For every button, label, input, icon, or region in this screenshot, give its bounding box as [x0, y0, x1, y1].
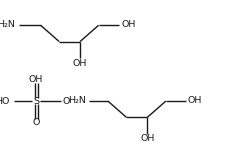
Text: S: S: [33, 96, 39, 106]
Text: H₂N: H₂N: [68, 96, 86, 105]
Text: HO: HO: [0, 96, 9, 106]
Text: OH: OH: [140, 134, 154, 143]
Text: O: O: [62, 96, 70, 106]
Text: OH: OH: [187, 96, 201, 105]
Text: H₂N: H₂N: [0, 20, 15, 29]
Text: O: O: [32, 118, 40, 127]
Text: OH: OH: [29, 75, 43, 84]
Text: OH: OH: [121, 20, 136, 29]
Text: OH: OH: [73, 59, 87, 68]
